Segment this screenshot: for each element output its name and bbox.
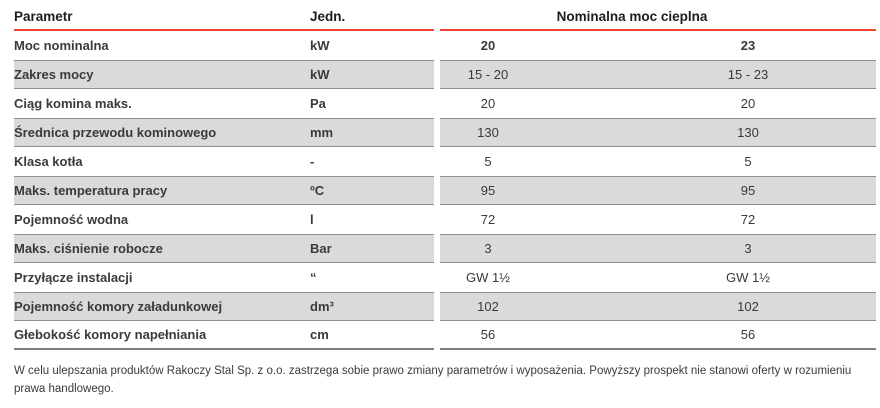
table-row-pojemnosc-komory: Pojemność komory załadunkowej dm³ 102 10…: [14, 292, 876, 321]
value-model-20: 5: [484, 154, 492, 169]
param-unit: “: [310, 270, 317, 285]
table-row-zakres-mocy: Zakres mocy kW 15 - 20 15 - 23: [14, 60, 876, 89]
param-label: Pojemność wodna: [14, 212, 129, 227]
param-label: Klasa kotła: [14, 154, 83, 169]
param-label: Głebokość komory napełniania: [14, 327, 207, 342]
param-label: Zakres mocy: [14, 67, 94, 82]
value-model-23: 5: [744, 154, 752, 169]
value-model-20: 130: [477, 125, 499, 140]
value-model-20: 20: [480, 96, 496, 111]
value-model-23: 95: [740, 183, 756, 198]
param-unit: Bar: [310, 241, 332, 256]
value-model-23: GW 1½: [725, 270, 771, 285]
table-row-srednica-przewodu: Średnica przewodu kominowego mm 130 130: [14, 118, 876, 147]
value-model-20: 102: [477, 299, 499, 314]
value-model-20: 95: [480, 183, 496, 198]
param-unit: dm³: [310, 299, 334, 314]
param-label: Maks. temperatura pracy: [14, 183, 168, 198]
table-row-przylacze-instalacji: Przyłącze instalacji “ GW 1½ GW 1½: [14, 263, 876, 292]
value-model-23: 3: [744, 241, 752, 256]
param-unit: kW: [310, 67, 330, 82]
spec-sheet-page: Parametr Jedn. Nominalna moc cieplna Moc…: [14, 5, 876, 395]
table-row-moc-nominalna: Moc nominalna kW 20 23: [14, 31, 876, 60]
table-row-maks-temperatura: Maks. temperatura pracy ºC 95 95: [14, 176, 876, 205]
table-header-row: Parametr Jedn. Nominalna moc cieplna: [14, 5, 876, 31]
param-label: Maks. ciśnienie robocze: [14, 241, 163, 256]
param-label: Średnica przewodu kominowego: [14, 125, 217, 140]
param-label: Pojemność komory załadunkowej: [14, 299, 223, 314]
value-model-20: 3: [484, 241, 492, 256]
table-row-pojemnosc-wodna: Pojemność wodna l 72 72: [14, 205, 876, 234]
value-model-23: 130: [737, 125, 759, 140]
value-model-23: 20: [740, 96, 756, 111]
param-label: Przyłącze instalacji: [14, 270, 133, 285]
table-row-klasa-kotla: Klasa kotła - 5 5: [14, 147, 876, 176]
value-model-20: 15 - 20: [467, 67, 509, 82]
param-unit: l: [310, 212, 314, 227]
table-row-ciag-komina: Ciąg komina maks. Pa 20 20: [14, 89, 876, 118]
param-unit: mm: [310, 125, 334, 140]
param-unit: kW: [310, 38, 330, 53]
param-label: Ciąg komina maks.: [14, 96, 132, 111]
value-model-23: 23: [740, 38, 756, 53]
value-model-20: 56: [480, 327, 496, 342]
value-model-23: 15 - 23: [727, 67, 769, 82]
param-unit: ºC: [310, 183, 325, 198]
header-left-block: Parametr Jedn.: [14, 5, 434, 31]
table-row-glebokosc-komory: Głebokość komory napełniania cm 56 56: [14, 321, 876, 350]
value-model-23: 72: [740, 212, 756, 227]
param-label: Moc nominalna: [14, 38, 109, 53]
param-unit: cm: [310, 327, 329, 342]
value-model-23: 56: [740, 327, 756, 342]
header-group-title: Nominalna moc cieplna: [556, 9, 708, 25]
value-model-20: 72: [480, 212, 496, 227]
header-right-block: Nominalna moc cieplna: [440, 5, 876, 31]
param-unit: -: [310, 154, 315, 169]
header-jedn: Jedn.: [310, 9, 346, 25]
value-model-23: 102: [737, 299, 759, 314]
value-model-20: GW 1½: [465, 270, 511, 285]
param-unit: Pa: [310, 96, 326, 111]
table-row-maks-cisnienie: Maks. ciśnienie robocze Bar 3 3: [14, 234, 876, 263]
header-parametr: Parametr: [14, 9, 73, 25]
legal-disclaimer: W celu ulepszania produktów Rakoczy Stal…: [14, 365, 852, 395]
value-model-20: 20: [480, 38, 496, 53]
